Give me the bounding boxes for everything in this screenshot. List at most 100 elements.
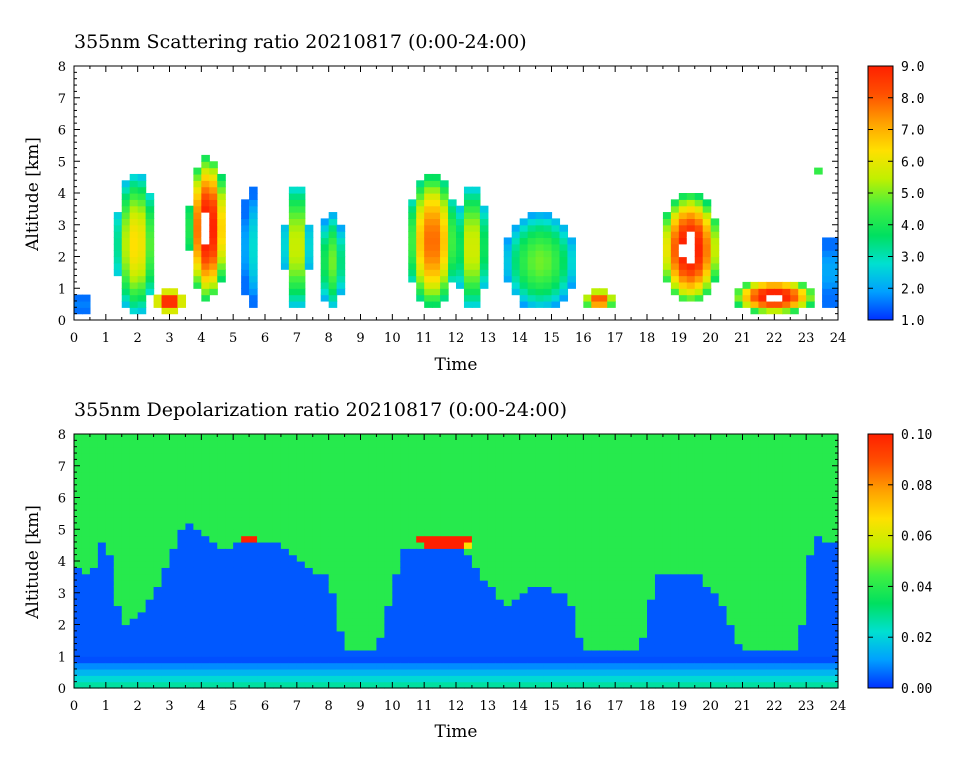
heatmap-cell (225, 516, 234, 524)
heatmap-cell (368, 630, 378, 638)
heatmap-cell (344, 567, 354, 575)
heatmap-cell (233, 440, 242, 448)
heatmap-cell (344, 662, 354, 670)
heatmap-cell (408, 237, 417, 245)
heatmap-cell (424, 637, 433, 645)
heatmap-cell (798, 681, 807, 689)
heatmap-cell (527, 434, 537, 441)
heatmap-cell (487, 497, 497, 505)
heatmap-cell (750, 618, 760, 626)
heatmap-cell (814, 465, 823, 473)
heatmap-cell (495, 434, 505, 441)
heatmap-cell (662, 668, 672, 676)
heatmap-cell (495, 580, 505, 587)
heatmap-cell (384, 605, 393, 613)
heatmap-cell (249, 630, 258, 638)
heatmap-cell (456, 681, 465, 689)
heatmap-cell (456, 231, 465, 239)
heatmap-cell (463, 472, 473, 480)
heatmap-cell (527, 548, 537, 556)
heatmap-cell (694, 237, 704, 245)
heatmap-cell (503, 675, 513, 683)
heatmap-cell (241, 529, 250, 537)
heatmap-cell (408, 535, 417, 543)
x-tick-label: 9 (356, 331, 364, 346)
heatmap-cell (169, 440, 179, 448)
heatmap-cell (89, 573, 99, 581)
heatmap-cell (209, 522, 218, 530)
heatmap-cell (129, 231, 139, 239)
heatmap-cell (336, 516, 346, 524)
heatmap-cell (360, 599, 370, 607)
heatmap-cell (710, 592, 720, 600)
heatmap-cell (344, 459, 354, 467)
heatmap-cell (782, 561, 791, 568)
heatmap-cell (312, 681, 322, 689)
chart-title: 355nm Scattering ratio 20210817 (0:00-24… (74, 31, 527, 53)
heatmap-cell (647, 605, 656, 613)
heatmap-cell (662, 243, 672, 251)
depolarization-ratio-panel: 355nm Depolarization ratio 20210817 (0:0… (23, 399, 932, 742)
heatmap-cell (742, 630, 752, 638)
heatmap-cell (408, 618, 417, 626)
heatmap-cell (416, 535, 425, 543)
heatmap-cell (121, 484, 131, 492)
heatmap-cell (137, 618, 147, 626)
heatmap-cell (249, 288, 258, 296)
heatmap-cell (535, 522, 545, 530)
heatmap-cell (798, 281, 807, 289)
heatmap-cell (599, 630, 608, 638)
heatmap-cell (352, 554, 362, 562)
heatmap-cell (591, 434, 600, 441)
heatmap-cell (487, 516, 497, 524)
heatmap-cell (97, 624, 107, 632)
heatmap-cell (105, 440, 115, 448)
heatmap-cell (360, 522, 370, 530)
heatmap-cell (201, 218, 210, 226)
heatmap-cell (623, 643, 632, 651)
heatmap-cell (97, 605, 107, 613)
heatmap-cell (575, 440, 584, 448)
heatmap-cell (304, 599, 314, 607)
heatmap-cell (217, 224, 226, 232)
heatmap-cell (304, 446, 314, 454)
heatmap-cell (782, 656, 791, 664)
heatmap-cell (567, 643, 576, 651)
heatmap-cell (670, 611, 680, 619)
heatmap-cell (201, 434, 210, 441)
heatmap-cell (241, 243, 250, 251)
heatmap-cell (432, 231, 441, 239)
heatmap-cell (392, 529, 401, 537)
heatmap-cell (495, 503, 505, 511)
heatmap-cell (129, 510, 139, 518)
heatmap-cell (153, 675, 163, 683)
heatmap-cell (718, 624, 728, 632)
heatmap-cell (559, 548, 569, 556)
heatmap-cell (336, 522, 346, 530)
heatmap-cell (830, 275, 839, 283)
heatmap-cell (511, 630, 521, 638)
heatmap-cell (535, 281, 545, 289)
heatmap-cell (272, 491, 282, 499)
heatmap-cell (169, 516, 179, 524)
heatmap-cell (440, 180, 449, 188)
heatmap-cell (145, 586, 155, 594)
heatmap-cell (105, 586, 115, 594)
heatmap-cell (344, 446, 354, 454)
heatmap-cell (440, 510, 449, 518)
heatmap-cell (185, 472, 194, 480)
heatmap-cell (169, 605, 179, 613)
heatmap-cell (678, 256, 688, 264)
heatmap-cell (503, 599, 513, 607)
heatmap-cell (551, 637, 561, 645)
heatmap-cell (233, 656, 242, 664)
heatmap-cell (567, 541, 576, 549)
heatmap-cell (734, 580, 744, 587)
heatmap-cell (718, 535, 728, 543)
heatmap-cell (710, 567, 720, 575)
heatmap-cell (129, 453, 139, 460)
heatmap-cell (424, 173, 433, 181)
heatmap-cell (265, 459, 274, 467)
heatmap-cell (519, 269, 529, 277)
heatmap-cell (193, 668, 202, 676)
